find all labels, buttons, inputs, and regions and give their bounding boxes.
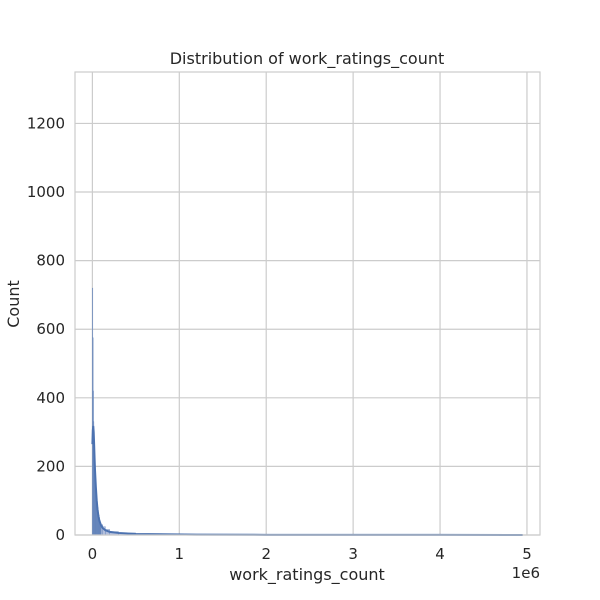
x-tick-label: 4 (435, 545, 445, 563)
x-axis-label: work_ratings_count (229, 565, 385, 585)
y-axis-label: Count (4, 280, 23, 328)
kde-line (91, 425, 523, 536)
y-axis-ticks: 0 200 400 600 800 1000 1200 (27, 114, 65, 544)
y-tick-label: 600 (36, 320, 65, 338)
chart-title: Distribution of work_ratings_count (170, 49, 445, 69)
x-axis-ticks: 0 1 2 3 4 5 (88, 545, 532, 563)
x-axis-offset-label: 1e6 (512, 564, 540, 582)
histogram-bars (92, 287, 523, 536)
y-tick-label: 1200 (27, 114, 65, 132)
y-tick-label: 800 (36, 252, 65, 270)
x-tick-label: 3 (348, 545, 358, 563)
x-tick-label: 2 (261, 545, 271, 563)
x-tick-label: 1 (175, 545, 185, 563)
x-tick-label: 5 (522, 545, 532, 563)
y-tick-label: 0 (55, 526, 65, 544)
y-tick-label: 400 (36, 389, 65, 407)
y-tick-label: 200 (36, 457, 65, 475)
grid (75, 72, 540, 536)
y-tick-label: 1000 (27, 183, 65, 201)
plot-area-frame (74, 71, 541, 536)
x-tick-label: 0 (88, 545, 98, 563)
